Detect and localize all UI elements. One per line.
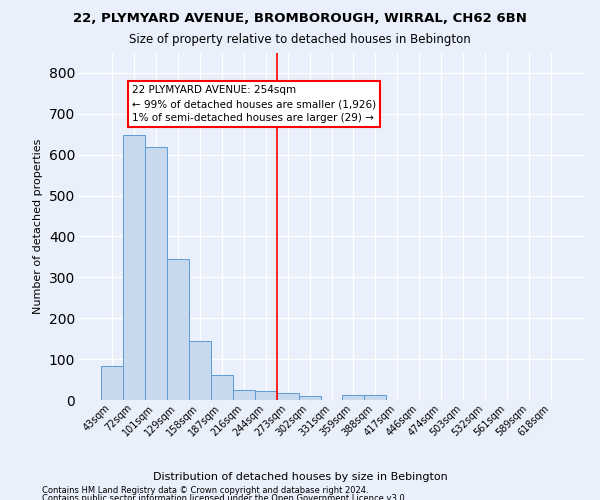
Bar <box>123 135 145 400</box>
Bar <box>145 146 167 400</box>
Bar <box>343 395 364 400</box>
Bar <box>364 395 386 400</box>
Bar <box>299 396 320 400</box>
Text: Contains public sector information licensed under the Open Government Licence v3: Contains public sector information licen… <box>42 494 407 500</box>
Bar <box>189 340 211 400</box>
Bar <box>233 390 254 400</box>
Text: 22 PLYMYARD AVENUE: 254sqm
← 99% of detached houses are smaller (1,926)
1% of se: 22 PLYMYARD AVENUE: 254sqm ← 99% of deta… <box>132 85 376 123</box>
Text: Contains HM Land Registry data © Crown copyright and database right 2024.: Contains HM Land Registry data © Crown c… <box>42 486 368 495</box>
Bar <box>167 259 189 400</box>
Text: Distribution of detached houses by size in Bebington: Distribution of detached houses by size … <box>152 472 448 482</box>
Text: 22, PLYMYARD AVENUE, BROMBOROUGH, WIRRAL, CH62 6BN: 22, PLYMYARD AVENUE, BROMBOROUGH, WIRRAL… <box>73 12 527 26</box>
Bar <box>101 366 123 400</box>
Text: Size of property relative to detached houses in Bebington: Size of property relative to detached ho… <box>129 32 471 46</box>
Bar <box>211 374 233 400</box>
Bar <box>277 392 299 400</box>
Bar <box>254 391 277 400</box>
Y-axis label: Number of detached properties: Number of detached properties <box>33 138 43 314</box>
